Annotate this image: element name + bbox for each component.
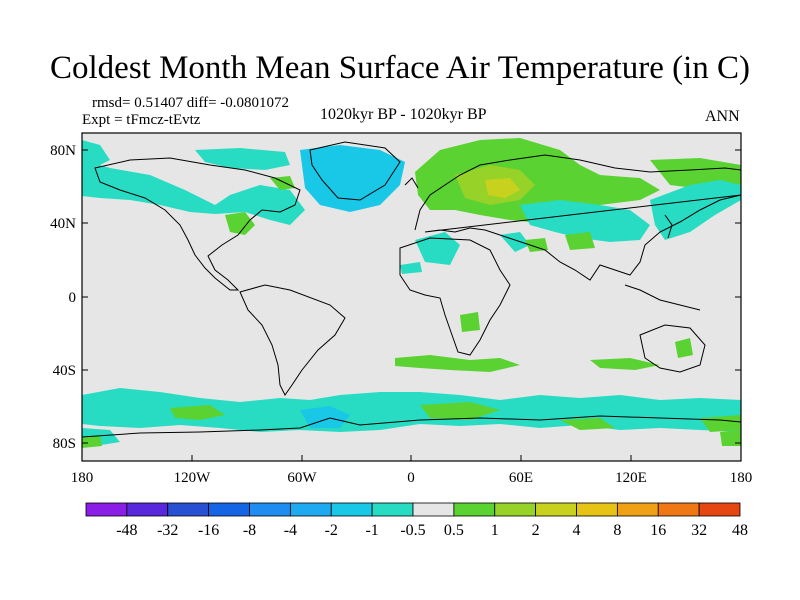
colorbar-swatch [126,502,169,517]
stats-label: rmsd= 0.51407 diff= -0.0801072 [92,95,290,111]
lon-tick-label: 0 [407,470,415,486]
colorbar-swatch [208,502,250,517]
colorbar-label: 0.5 [444,522,464,539]
shade-ross-pos [170,405,225,420]
coast-eurasia [414,154,741,281]
colorbar-swatch [412,502,455,517]
colorbar-label: 2 [532,522,540,539]
colorbar-label: -8 [243,522,256,539]
colorbar-label: -0.5 [400,522,425,539]
colorbar-swatch [249,502,291,517]
colorbar-swatch [698,502,741,517]
lon-tick-label: 120W [174,470,212,486]
coast-south-america [239,284,346,396]
lat-tick-label: 80N [50,143,76,159]
shade-alaska-neg [82,140,110,170]
colorbar-label: -1 [365,522,378,539]
plot-title: Coldest Month Mean Surface Air Temperatu… [50,50,750,86]
coast-uk [404,177,419,189]
colorbar-labels: -48 -32 -16 -8 -4 -2 -1 -0.5 0.5 1 2 4 8 16 32 48 [116,522,748,539]
coast-japan [664,214,673,239]
lon-tick-label: 180 [71,470,94,486]
colorbar-label: 4 [573,522,581,539]
shade-iran-pos [525,238,548,252]
lat-tick-label: 40S [53,363,76,379]
shade-greenland-neg [300,145,405,212]
shade-hudson-pos [270,176,295,190]
lat-tick-marks [82,149,741,444]
shade-antarctic-pos [420,402,500,420]
lat-tick-label: 40N [50,216,76,232]
colorbar-swatch [330,502,373,517]
lat-tick-label: 0 [69,290,77,306]
colorbar-label: 16 [650,522,666,539]
shade-antarctic-east-pos [560,418,615,430]
shade-arctic-neg [195,148,290,170]
colorbar-swatch [371,502,414,517]
coast-africa [399,237,511,356]
shade-pacific-neg [650,180,741,240]
shade-north-america-neg [82,160,305,225]
colorbar-label: 8 [613,522,621,539]
lat-tick-label: 80S [53,436,76,452]
shade-australia-pos [675,338,693,358]
colorbar-swatch [657,502,700,517]
lon-tick-label: 180 [730,470,753,486]
colorbar-label: -48 [116,522,137,539]
coast-australia [639,324,706,373]
experiment-label: Expt = tFmcz-tEvtz [82,112,201,128]
colorbar-swatch [167,502,210,517]
shade-weddell-neg [300,406,350,428]
shade-south-indian-pos [590,358,660,370]
shade-sahara-neg [415,232,460,265]
shade-westafrica-neg [400,262,422,274]
coastlines [82,141,741,438]
colorbar-label: 32 [691,522,707,539]
shade-africa-pos [460,312,480,332]
colorbar-swatch [453,502,496,517]
colorbar-label: 1 [491,522,499,539]
coast-antarctica [82,415,741,438]
shade-south-atlantic-pos [395,355,520,372]
season-label: ANN [705,108,740,125]
lon-tick-label: 60E [509,470,533,486]
colorbar-swatch [535,502,577,517]
colorbar [85,502,741,517]
colorbar-label: -4 [284,522,297,539]
shade-central-asia-neg [520,200,650,242]
lon-tick-marks [81,455,742,461]
colorbar-label: -32 [157,522,178,539]
colorbar-swatch [85,502,128,517]
lon-tick-label: 120E [615,470,647,486]
colorbar-label: -16 [198,522,219,539]
shade-tibet-pos [565,232,595,250]
colorbar-swatch [576,502,618,517]
period-label: 1020kyr BP - 1020kyr BP [320,106,487,123]
anomaly-shading [82,138,741,448]
coast-indonesia [624,284,701,311]
shade-antarctic-edge2-pos [720,430,741,446]
coast-greenland [309,141,401,201]
colorbar-swatch [494,502,537,517]
colorbar-label: 48 [732,522,748,539]
colorbar-swatch [289,502,332,517]
shade-us-pos [225,212,255,235]
colorbar-swatch [616,502,659,517]
shade-antarctic-edge-pos [82,436,102,448]
colorbar-label: -2 [325,522,338,539]
lon-tick-label: 60W [287,470,317,486]
shade-russia-core [485,178,520,198]
coast-north-america [94,157,301,291]
